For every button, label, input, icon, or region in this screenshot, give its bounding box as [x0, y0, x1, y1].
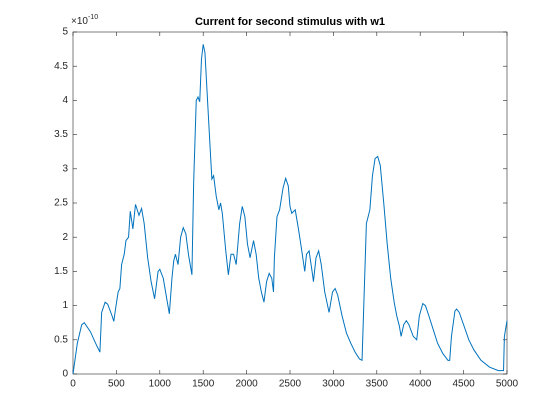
x-tick-label: 5000	[496, 379, 519, 390]
y-tick-label: 1.5	[54, 266, 68, 277]
x-tick-label: 0	[70, 379, 76, 390]
y-tick-label: 2.5	[54, 198, 68, 209]
x-tick-label: 1500	[192, 379, 215, 390]
x-tick-label: 2000	[235, 379, 258, 390]
y-tick-label: 3.5	[54, 129, 68, 140]
y-tick-label: 5	[62, 27, 68, 38]
y-tick-label: 0	[62, 369, 68, 380]
x-tick-label: 1000	[149, 379, 172, 390]
y-tick-label: 0.5	[54, 334, 68, 345]
y-tick-label: 2	[62, 232, 68, 243]
y-tick-label: 1	[62, 300, 68, 311]
x-tick-label: 2500	[279, 379, 302, 390]
x-tick-label: 3500	[366, 379, 389, 390]
exponent-power: -10	[88, 14, 98, 21]
x-tick-label: 4000	[409, 379, 432, 390]
y-exponent: ×10-10	[71, 14, 98, 27]
chart-title: Current for second stimulus with w1	[195, 16, 385, 28]
y-tick-label: 4.5	[54, 61, 68, 72]
line	[72, 44, 508, 375]
x-tick-label: 4500	[452, 379, 475, 390]
exponent-base: ×10	[71, 16, 88, 27]
x-tick-label: 500	[108, 379, 125, 390]
y-tick-label: 4	[62, 95, 68, 106]
y-tick-label: 3	[62, 163, 68, 174]
x-tick-label: 3000	[322, 379, 345, 390]
